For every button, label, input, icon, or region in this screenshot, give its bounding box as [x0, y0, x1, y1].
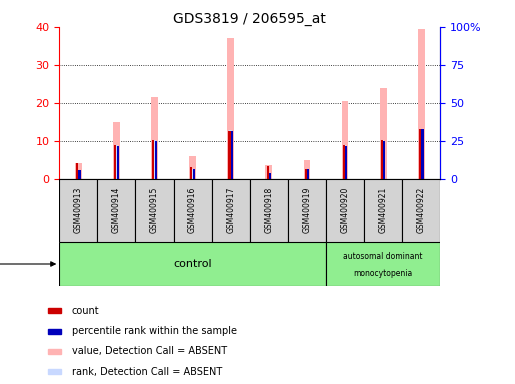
- Bar: [303, 160, 311, 179]
- Bar: [383, 141, 385, 179]
- Bar: [59, 179, 97, 242]
- Text: GSM400914: GSM400914: [112, 187, 121, 233]
- Bar: [305, 169, 307, 179]
- Bar: [113, 122, 120, 179]
- Bar: [174, 179, 212, 242]
- Text: percentile rank within the sample: percentile rank within the sample: [72, 326, 236, 336]
- Text: GSM400915: GSM400915: [150, 187, 159, 233]
- Bar: [267, 173, 270, 179]
- Bar: [265, 165, 272, 179]
- Bar: [193, 169, 195, 179]
- Bar: [421, 129, 423, 179]
- Bar: [343, 145, 345, 179]
- Bar: [418, 29, 425, 179]
- Text: GSM400917: GSM400917: [226, 187, 235, 233]
- Bar: [341, 101, 349, 179]
- Bar: [288, 179, 326, 242]
- Bar: [78, 170, 80, 179]
- Bar: [381, 140, 383, 179]
- Text: rank, Detection Call = ABSENT: rank, Detection Call = ABSENT: [72, 367, 222, 377]
- Bar: [227, 38, 234, 179]
- Bar: [212, 179, 250, 242]
- Title: GDS3819 / 206595_at: GDS3819 / 206595_at: [174, 12, 326, 26]
- Bar: [48, 369, 61, 374]
- Bar: [48, 308, 61, 313]
- Text: value, Detection Call = ABSENT: value, Detection Call = ABSENT: [72, 346, 227, 356]
- Bar: [154, 141, 157, 179]
- Text: GSM400913: GSM400913: [74, 187, 83, 233]
- Text: GSM400921: GSM400921: [379, 187, 388, 233]
- Bar: [153, 140, 156, 179]
- Text: control: control: [173, 259, 212, 269]
- Bar: [114, 145, 116, 179]
- Bar: [97, 179, 135, 242]
- Text: monocytopenia: monocytopenia: [353, 269, 413, 278]
- Bar: [326, 179, 364, 242]
- Bar: [402, 179, 440, 242]
- Bar: [115, 145, 118, 179]
- Bar: [48, 329, 61, 334]
- Bar: [419, 129, 421, 179]
- Bar: [307, 169, 309, 179]
- Bar: [76, 164, 78, 179]
- Bar: [48, 349, 61, 354]
- Text: count: count: [72, 306, 99, 316]
- Bar: [116, 146, 118, 179]
- Bar: [135, 179, 174, 242]
- Bar: [151, 97, 158, 179]
- Bar: [231, 131, 233, 179]
- Bar: [382, 140, 385, 179]
- Bar: [152, 140, 154, 179]
- Bar: [364, 179, 402, 242]
- Bar: [75, 164, 82, 179]
- Bar: [229, 131, 231, 179]
- Text: GSM400916: GSM400916: [188, 187, 197, 233]
- Bar: [267, 166, 269, 179]
- Bar: [345, 146, 347, 179]
- Text: GSM400918: GSM400918: [264, 187, 273, 233]
- Bar: [191, 167, 193, 179]
- Bar: [380, 88, 387, 179]
- Bar: [191, 169, 194, 179]
- Bar: [77, 170, 80, 179]
- Text: autosomal dominant: autosomal dominant: [344, 252, 423, 261]
- Bar: [59, 242, 326, 286]
- Text: disease state: disease state: [0, 259, 55, 269]
- Text: GSM400922: GSM400922: [417, 187, 426, 233]
- Bar: [420, 129, 423, 179]
- Bar: [269, 173, 271, 179]
- Text: GSM400920: GSM400920: [340, 187, 350, 233]
- Bar: [229, 130, 232, 179]
- Bar: [189, 156, 196, 179]
- Bar: [250, 179, 288, 242]
- Text: GSM400919: GSM400919: [302, 187, 312, 233]
- Bar: [305, 169, 308, 179]
- Bar: [326, 242, 440, 286]
- Bar: [344, 145, 347, 179]
